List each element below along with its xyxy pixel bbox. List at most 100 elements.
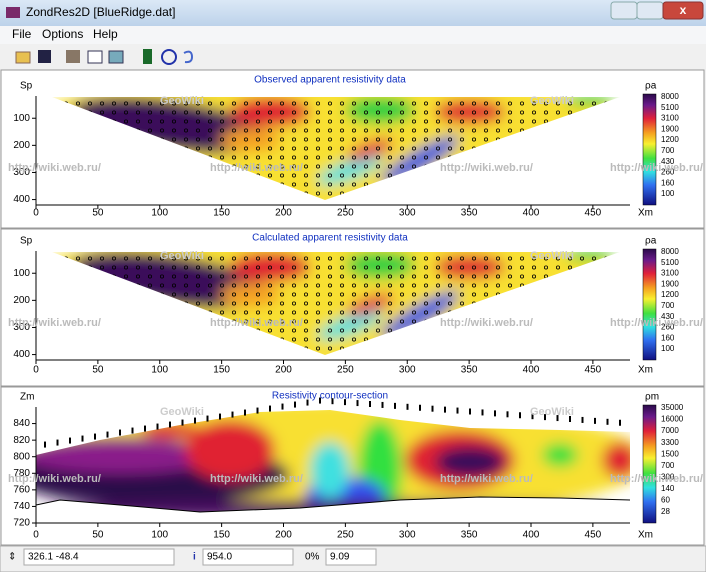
- plot-panel: Calculated apparent resistivity data Sp Xm…: [0, 228, 705, 387]
- y-axis-label: Zm: [20, 392, 34, 403]
- y-tick-label: 200: [13, 295, 30, 306]
- colorbar-tick-label: 60: [661, 496, 670, 505]
- status-cell: [202, 548, 294, 566]
- y-tick-label: 800: [13, 451, 30, 462]
- run-button[interactable]: [143, 49, 152, 64]
- watermark: http://wiki.web.ru/: [8, 317, 101, 329]
- model-button[interactable]: [161, 49, 177, 65]
- y-tick-label: 100: [13, 268, 30, 279]
- colorbar-label: ρa: [645, 81, 657, 92]
- y-tick-label: 300: [13, 322, 30, 333]
- colorbar-label: ρa: [645, 236, 657, 247]
- status-icon: ⇕: [8, 552, 16, 563]
- title-bar: [0, 0, 706, 26]
- colorbar-tick-label: 1900: [661, 279, 679, 288]
- tools-button[interactable]: [66, 50, 80, 63]
- colorbar-tick-label: 35000: [661, 403, 684, 412]
- y-axis-label: Sp: [20, 81, 33, 92]
- y-tick-label: 760: [13, 484, 30, 495]
- x-tick-label: 400: [523, 365, 540, 376]
- menu-item[interactable]: Help: [93, 27, 118, 41]
- watermark: http://wiki.web.ru/: [440, 317, 533, 329]
- x-axis-label: Xm: [638, 208, 653, 219]
- table-button[interactable]: [87, 50, 103, 64]
- plot-panel: Observed apparent resistivity data Sp Xm 0 5…: [0, 69, 705, 229]
- y-tick-label: 300: [13, 167, 30, 178]
- status-cell: [325, 548, 377, 566]
- colorbar-tick-label: 28: [661, 507, 670, 516]
- x-axis-label: Xm: [638, 365, 653, 376]
- colorbar-tick-label: 100: [661, 189, 675, 198]
- panel-title: Calculated apparent resistivity data: [252, 233, 408, 244]
- minimize-button[interactable]: [610, 1, 638, 20]
- colorbar-tick-label: 8000: [661, 92, 679, 101]
- watermark: GeoWiki: [160, 406, 204, 418]
- maximize-button[interactable]: [636, 1, 664, 20]
- y-tick-label: 740: [13, 501, 30, 512]
- colorbar-label: ρm: [645, 392, 659, 403]
- colorbar-tick-label: 3100: [661, 114, 679, 123]
- watermark: http://wiki.web.ru/: [210, 162, 303, 174]
- watermark: http://wiki.web.ru/: [8, 162, 101, 174]
- x-tick-label: 200: [275, 365, 292, 376]
- x-tick-label: 50: [92, 208, 104, 219]
- status-cell: [23, 548, 175, 566]
- watermark: http://wiki.web.ru/: [440, 473, 533, 485]
- y-tick-label: 780: [13, 468, 30, 479]
- y-tick-label: 400: [13, 349, 30, 360]
- y-tick-label: 100: [13, 113, 30, 124]
- watermark: http://wiki.web.ru/: [610, 473, 703, 485]
- image-button[interactable]: [108, 50, 124, 64]
- colorbar-tick-label: 300: [661, 472, 675, 481]
- colorbar-tick-label: 160: [661, 178, 675, 187]
- menu-item[interactable]: File: [12, 27, 32, 41]
- app-icon: [6, 7, 20, 18]
- color-blob: [310, 442, 350, 498]
- watermark: http://wiki.web.ru/: [210, 317, 303, 329]
- colorbar-tick-label: 7000: [661, 426, 679, 435]
- open-button[interactable]: [15, 51, 31, 64]
- color-blob: [602, 442, 630, 478]
- plot-panel: Resistivity contour-section Zm Xm 0 50 100 150…: [0, 386, 705, 546]
- cursor-value: 954.0: [207, 552, 232, 563]
- panel-title: Observed apparent resistivity data: [254, 75, 406, 86]
- color-blob: [435, 446, 505, 478]
- colorbar-tick-label: 430: [661, 312, 675, 321]
- watermark: GeoWiki: [160, 95, 204, 107]
- x-tick-label: 100: [151, 530, 168, 541]
- undo-button[interactable]: [183, 50, 194, 64]
- x-tick-label: 200: [275, 208, 292, 219]
- y-tick-label: 840: [13, 418, 30, 429]
- x-tick-label: 350: [461, 530, 478, 541]
- topography-line: [35, 496, 631, 513]
- x-tick-label: 350: [461, 365, 478, 376]
- x-tick-label: 200: [275, 530, 292, 541]
- watermark: GeoWiki: [160, 250, 204, 262]
- y-tick-label: 820: [13, 435, 30, 446]
- x-tick-label: 150: [213, 365, 230, 376]
- panel-title: Resistivity contour-section: [272, 391, 388, 402]
- close-icon: x: [680, 3, 687, 17]
- y-axis-label: Sp: [20, 236, 33, 247]
- x-tick-label: 250: [337, 530, 354, 541]
- colorbar-tick-label: 1200: [661, 135, 679, 144]
- x-tick-label: 300: [399, 208, 416, 219]
- watermark: http://wiki.web.ru/: [610, 317, 703, 329]
- x-tick-label: 100: [151, 208, 168, 219]
- watermark: GeoWiki: [530, 95, 574, 107]
- colorbar: [642, 248, 657, 361]
- save-button[interactable]: [38, 50, 51, 63]
- colorbar-tick-label: 16000: [661, 415, 684, 424]
- x-tick-label: 350: [461, 208, 478, 219]
- close-button[interactable]: [662, 1, 704, 20]
- window-title: ZondRes2D [BlueRidge.dat]: [26, 5, 175, 19]
- watermark: http://wiki.web.ru/: [440, 162, 533, 174]
- colorbar-tick-label: 700: [661, 301, 675, 310]
- x-tick-label: 0: [33, 365, 39, 376]
- y-tick-label: 400: [13, 194, 30, 205]
- menu-item[interactable]: Options: [42, 27, 83, 41]
- colorbar-tick-label: 3100: [661, 269, 679, 278]
- colorbar: [642, 93, 657, 206]
